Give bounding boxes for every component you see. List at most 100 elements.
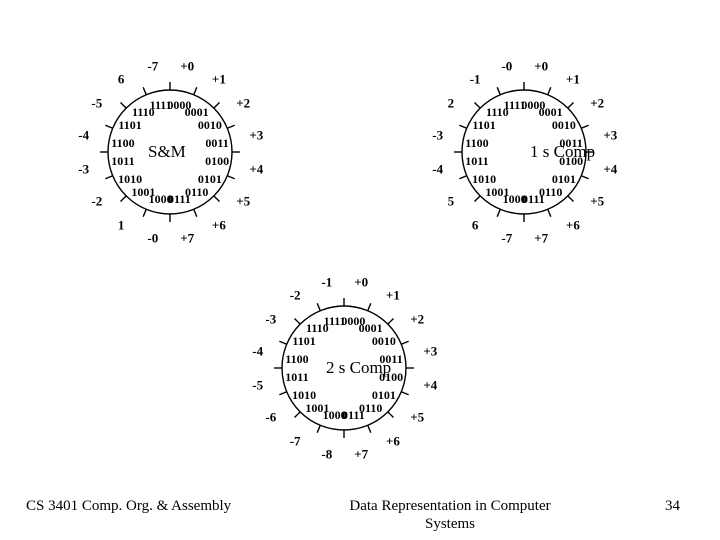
wheel-spoke <box>459 125 466 128</box>
wheel-spoke <box>475 196 481 202</box>
wheel-outer-label: +0 <box>180 59 194 72</box>
wheel-inner-label: 0101 <box>372 389 396 401</box>
wheel-spoke <box>295 412 301 418</box>
wheel-outer-label: +1 <box>566 72 580 85</box>
wheel-outer-label: +7 <box>534 232 548 245</box>
wheel-outer-label: -1 <box>470 72 481 85</box>
wheel-spoke <box>388 319 394 325</box>
wheel-spoke <box>368 425 371 432</box>
wheel-outer-label: -5 <box>252 379 263 392</box>
wheel-inner-label: 1111 <box>324 315 346 327</box>
wheel-inner-label: 1111 <box>504 99 526 111</box>
wheel-outer-label: +2 <box>236 97 250 110</box>
wheel-spoke <box>194 209 197 216</box>
wheel-svg <box>406 34 642 270</box>
wheel-outer-label: +6 <box>386 435 400 448</box>
wheel-outer-label: +3 <box>249 128 263 141</box>
wheel-inner-label: 1010 <box>118 173 142 185</box>
wheel-outer-label: +3 <box>423 344 437 357</box>
wheel-inner-label: 0101 <box>198 173 222 185</box>
wheel-outer-label: +3 <box>603 128 617 141</box>
wheel-outer-label: -3 <box>78 163 89 176</box>
wheel-spoke <box>475 103 481 109</box>
wheel-inner-label: 1101 <box>292 335 315 347</box>
wheel-outer-label: 6 <box>118 72 125 85</box>
wheel-outer-label: -4 <box>432 163 443 176</box>
wheel-outer-label: -4 <box>78 128 89 141</box>
wheel-inner-label: 1010 <box>472 173 496 185</box>
wheel-outer-label: +1 <box>386 288 400 301</box>
wheel-spoke <box>227 176 234 179</box>
wheel-inner-label: 0010 <box>372 335 396 347</box>
wheel-outer-label: +4 <box>603 163 617 176</box>
wheel-outer-label: -7 <box>147 59 158 72</box>
wheel-inner-label: 1100 <box>465 137 488 149</box>
wheel-outer-label: -7 <box>290 435 301 448</box>
wheel-outer-label: +6 <box>212 219 226 232</box>
wheel-outer-label: -7 <box>501 232 512 245</box>
wheel-spoke <box>388 412 394 418</box>
wheel-spoke <box>401 392 408 395</box>
wheel-spoke <box>568 196 574 202</box>
page-number: 34 <box>665 498 680 515</box>
wheel-inner-label: 1111 <box>150 99 172 111</box>
wheel-outer-label: +0 <box>354 275 368 288</box>
wheel-outer-label: -1 <box>321 275 332 288</box>
wheel-inner-label: 1001 <box>305 402 329 414</box>
wheel-inner-label: 1001 <box>485 186 509 198</box>
footer-left: CS 3401 Comp. Org. & Assembly <box>26 498 231 515</box>
wheel-spoke <box>143 87 146 94</box>
wheel-inner-label: 1101 <box>118 119 141 131</box>
wheel-spoke <box>497 87 500 94</box>
wheel-outer-label: +5 <box>410 410 424 423</box>
wheel-outer-label: +1 <box>212 72 226 85</box>
wheel-outer-label: +4 <box>423 379 437 392</box>
wheel-title: 1 s Comp <box>530 142 595 162</box>
wheel-spoke <box>121 103 127 109</box>
wheel-outer-label: -4 <box>252 344 263 357</box>
wheel-spoke <box>143 209 146 216</box>
wheel-inner-label: 0001 <box>539 106 563 118</box>
wheel-title: S&M <box>148 142 186 162</box>
wheel-outer-label: 6 <box>472 219 479 232</box>
wheel-inner-label: 1001 <box>131 186 155 198</box>
wheel-outer-label: +7 <box>354 448 368 461</box>
wheel-spoke <box>368 303 371 310</box>
footer-center-2: Systems <box>425 516 475 533</box>
wheel-spoke <box>105 125 112 128</box>
wheel-outer-label: 5 <box>448 194 455 207</box>
wheel-outer-label: -3 <box>432 128 443 141</box>
wheel-inner-label: 1101 <box>472 119 495 131</box>
wheel-title: 2 s Comp <box>326 358 391 378</box>
wheel-inner-label: 1100 <box>285 353 308 365</box>
wheel-inner-label: 1011 <box>465 155 488 167</box>
wheel-outer-label: +7 <box>180 232 194 245</box>
wheel-spoke <box>279 341 286 344</box>
wheel-spoke <box>105 176 112 179</box>
wheel-inner-label: 0100 <box>205 155 229 167</box>
wheel-outer-label: -5 <box>91 97 102 110</box>
wheel-spoke <box>317 303 320 310</box>
wheel-spoke <box>497 209 500 216</box>
wheel-spoke <box>548 209 551 216</box>
footer-center-1: Data Representation in Computer <box>349 498 550 515</box>
wheel-inner-label: 0011 <box>205 137 228 149</box>
wheel-outer-label: -2 <box>91 194 102 207</box>
wheel-inner-label: 1011 <box>285 371 308 383</box>
wheel-outer-label: +4 <box>249 163 263 176</box>
wheel-outer-label: +6 <box>566 219 580 232</box>
wheel-spoke <box>459 176 466 179</box>
wheel-inner-label: 0001 <box>185 106 209 118</box>
wheel-outer-label: +2 <box>410 313 424 326</box>
wheel-spoke <box>214 103 220 109</box>
wheel-inner-label: 1011 <box>111 155 134 167</box>
wheel-inner-label: 0010 <box>198 119 222 131</box>
wheel-outer-label: -8 <box>321 448 332 461</box>
wheel-spoke <box>227 125 234 128</box>
wheel-outer-label: -0 <box>147 232 158 245</box>
wheel-outer-label: 1 <box>118 219 125 232</box>
wheel-spoke <box>568 103 574 109</box>
wheel-spoke <box>401 341 408 344</box>
wheel-outer-label: +0 <box>534 59 548 72</box>
wheel-outer-label: +5 <box>590 194 604 207</box>
